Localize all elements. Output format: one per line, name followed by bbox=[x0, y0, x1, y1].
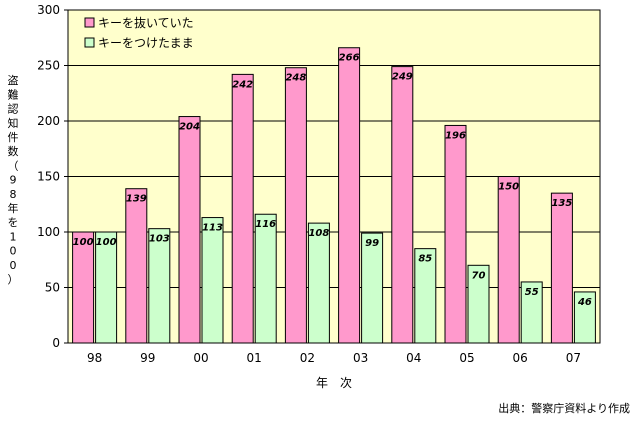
y-axis-label-char: 認 bbox=[8, 102, 19, 116]
data-label: 139 bbox=[126, 194, 147, 205]
y-axis-label-char: 数 bbox=[8, 145, 19, 158]
axis-ticks: 0 50 100 150 200 250 300 98 99 00 01 02 03 04 05 06 07 bbox=[37, 3, 581, 365]
bar-green bbox=[361, 232, 384, 344]
bar-green bbox=[201, 217, 224, 344]
y-tick-label: 0 bbox=[52, 336, 60, 350]
y-axis-label-char: ） bbox=[8, 273, 19, 286]
bar-green bbox=[573, 291, 596, 344]
data-label: 55 bbox=[525, 287, 539, 298]
x-tick-label: 04 bbox=[406, 351, 421, 365]
bar-green bbox=[467, 264, 490, 344]
y-tick-label: 300 bbox=[37, 3, 60, 17]
x-tick-label: 07 bbox=[566, 351, 581, 365]
data-label: 70 bbox=[472, 270, 486, 281]
x-tick-label: 02 bbox=[300, 351, 315, 365]
legend-swatch bbox=[84, 37, 95, 48]
bar-pink bbox=[497, 176, 520, 344]
bar-pink bbox=[338, 47, 361, 344]
data-label: 108 bbox=[308, 228, 329, 239]
data-label: 85 bbox=[418, 254, 432, 265]
bars: 100 100 139 103 204 113 242 116 248 108 266 99 249 85… bbox=[72, 47, 596, 344]
data-label: 135 bbox=[551, 198, 572, 209]
data-label: 103 bbox=[149, 234, 170, 245]
y-axis-label-char: 8 bbox=[10, 188, 17, 201]
data-label: 196 bbox=[445, 130, 466, 141]
bar-green bbox=[254, 213, 277, 344]
data-label: 113 bbox=[202, 223, 223, 234]
legend-label: キーをつけたまま bbox=[98, 36, 194, 50]
data-label: 100 bbox=[96, 237, 117, 248]
data-label: 204 bbox=[179, 122, 200, 133]
y-tick-label: 50 bbox=[45, 281, 60, 295]
bar-pink bbox=[125, 188, 148, 344]
x-tick-label: 99 bbox=[140, 351, 155, 365]
source-note: 出典：警察庁資料より作成 bbox=[498, 402, 630, 415]
y-axis-label-char: 年 bbox=[8, 201, 19, 215]
y-tick-label: 200 bbox=[37, 114, 60, 128]
bar-pink bbox=[550, 192, 573, 344]
bar-green bbox=[95, 231, 118, 344]
y-axis-label-char: を bbox=[8, 216, 19, 229]
data-label: 266 bbox=[339, 53, 360, 64]
y-tick-label: 250 bbox=[37, 59, 60, 73]
bar-pink bbox=[284, 67, 307, 344]
y-axis-label-char: 件 bbox=[8, 131, 19, 144]
bar-green bbox=[520, 281, 543, 344]
x-tick-label: 05 bbox=[459, 351, 474, 365]
data-label: 46 bbox=[577, 297, 592, 308]
x-tick-label: 06 bbox=[513, 351, 528, 365]
y-axis-label-char: 9 bbox=[10, 174, 17, 187]
bar-pink bbox=[391, 66, 414, 344]
x-tick-label: 98 bbox=[87, 351, 102, 365]
y-tick-label: 100 bbox=[37, 225, 60, 239]
legend-swatch bbox=[84, 17, 95, 28]
y-axis-label-char: 知 bbox=[8, 116, 19, 130]
data-label: 242 bbox=[232, 79, 253, 90]
x-tick-label: 03 bbox=[353, 351, 368, 365]
y-axis-label-char: 0 bbox=[10, 259, 17, 272]
legend-label: キーを抜いていた bbox=[98, 16, 194, 30]
bar-green bbox=[148, 228, 171, 344]
data-label: 100 bbox=[73, 237, 94, 248]
y-axis-label-char: 盗 bbox=[8, 74, 19, 87]
bar-pink bbox=[444, 124, 467, 344]
data-label: 150 bbox=[498, 182, 519, 193]
y-axis-label-char: 1 bbox=[10, 230, 17, 243]
bar-pink bbox=[231, 73, 254, 344]
data-label: 116 bbox=[255, 219, 276, 230]
y-axis-label-char: 0 bbox=[10, 245, 17, 258]
bar-green bbox=[414, 248, 437, 344]
x-axis-label: 年 次 bbox=[316, 376, 352, 390]
x-tick-label: 00 bbox=[193, 351, 208, 365]
bar-green bbox=[307, 222, 330, 344]
y-axis-label-char: （ bbox=[8, 159, 19, 172]
data-label: 248 bbox=[285, 73, 306, 84]
y-axis-label-char: 難 bbox=[8, 88, 19, 101]
y-tick-label: 150 bbox=[37, 170, 60, 184]
data-label: 99 bbox=[365, 238, 379, 249]
bar-pink bbox=[178, 116, 201, 344]
x-tick-label: 01 bbox=[247, 351, 262, 365]
bar-pink bbox=[72, 231, 95, 344]
data-label: 249 bbox=[392, 72, 413, 83]
